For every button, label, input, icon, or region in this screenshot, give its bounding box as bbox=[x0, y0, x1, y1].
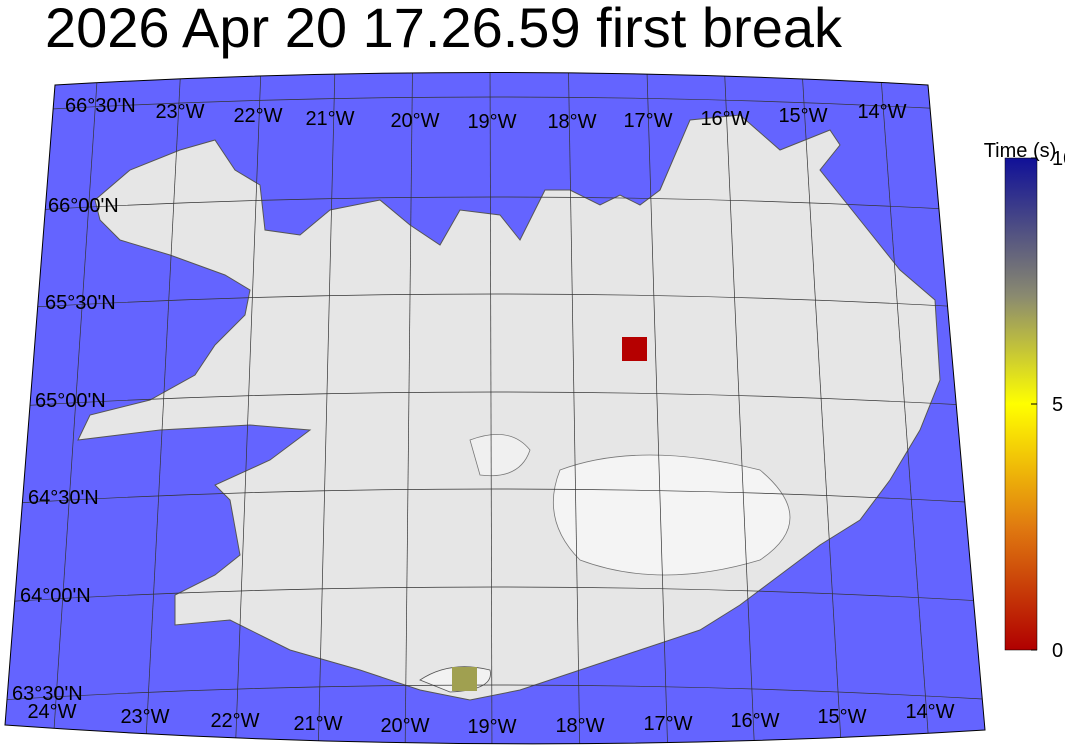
lon-label-top: 16°W bbox=[700, 108, 749, 130]
station-marker bbox=[452, 667, 477, 691]
colorbar-label: Time (s) bbox=[984, 140, 1057, 162]
meridian bbox=[317, 72, 336, 744]
lon-label-bottom: 19°W bbox=[467, 716, 516, 738]
meridian bbox=[489, 72, 493, 744]
colorbar-tick-label: 10 bbox=[1052, 148, 1065, 170]
lon-label-bottom: 24°W bbox=[27, 701, 76, 723]
lat-label: 66°00'N bbox=[48, 195, 119, 217]
stations bbox=[452, 337, 647, 691]
lon-label-bottom: 22°W bbox=[210, 710, 259, 732]
meridian bbox=[879, 72, 931, 744]
parallel bbox=[5, 488, 985, 505]
lon-label-top: 20°W bbox=[390, 110, 439, 132]
lon-label-top: 19°W bbox=[467, 111, 516, 133]
parallel bbox=[5, 586, 985, 603]
parallel bbox=[5, 96, 985, 113]
lon-label-top: 22°W bbox=[233, 105, 282, 127]
glacier bbox=[552, 454, 791, 576]
lon-label-top: 15°W bbox=[778, 105, 827, 127]
parallel bbox=[5, 684, 985, 701]
map-area bbox=[5, 72, 985, 744]
lat-label: 65°00'N bbox=[35, 390, 106, 412]
colorbar-tick-label: 5 bbox=[1052, 394, 1063, 416]
lon-label-bottom: 23°W bbox=[120, 706, 169, 728]
map-frame bbox=[4, 72, 986, 745]
meridian bbox=[567, 72, 581, 744]
lon-label-top: 17°W bbox=[623, 110, 672, 132]
lon-label-top: 18°W bbox=[547, 111, 596, 133]
lon-label-bottom: 17°W bbox=[643, 713, 692, 735]
lon-label-bottom: 21°W bbox=[293, 713, 342, 735]
station-marker bbox=[622, 337, 647, 361]
lat-label: 64°30'N bbox=[28, 487, 99, 509]
meridian bbox=[801, 72, 843, 744]
lat-label: 64°00'N bbox=[20, 585, 91, 607]
lat-label: 65°30'N bbox=[45, 292, 116, 314]
parallel bbox=[5, 196, 985, 213]
glacier bbox=[469, 434, 531, 477]
meridian bbox=[404, 72, 413, 744]
parallel bbox=[5, 293, 985, 310]
meridian bbox=[723, 72, 756, 744]
lon-label-top: 23°W bbox=[155, 101, 204, 123]
lon-label-bottom: 14°W bbox=[905, 701, 954, 723]
graticule-labels: 23°W 22°W 21°W 20°W 19°W 18°W 17°W 16°W 15°W 14°W… bbox=[12, 95, 955, 738]
colorbar-ticks: 0 5 10 bbox=[1031, 148, 1065, 662]
lon-label-bottom: 18°W bbox=[555, 715, 604, 737]
colorbar-tick-label: 0 bbox=[1052, 640, 1063, 662]
lon-label-bottom: 20°W bbox=[380, 715, 429, 737]
lon-label-bottom: 15°W bbox=[817, 706, 866, 728]
lon-label-bottom: 16°W bbox=[730, 710, 779, 732]
title: 2026 Apr 20 17.26.59 first break bbox=[45, 0, 843, 59]
meridian bbox=[646, 72, 669, 744]
graticule bbox=[5, 72, 985, 744]
meridian bbox=[234, 72, 262, 744]
lon-label-top: 21°W bbox=[305, 108, 354, 130]
meridian bbox=[144, 72, 182, 744]
lon-label-top: 14°W bbox=[857, 101, 906, 123]
meridian bbox=[51, 72, 99, 744]
parallel bbox=[5, 391, 985, 408]
lat-label: 63°30'N bbox=[12, 683, 83, 705]
lat-label: 66°30'N bbox=[65, 95, 136, 117]
